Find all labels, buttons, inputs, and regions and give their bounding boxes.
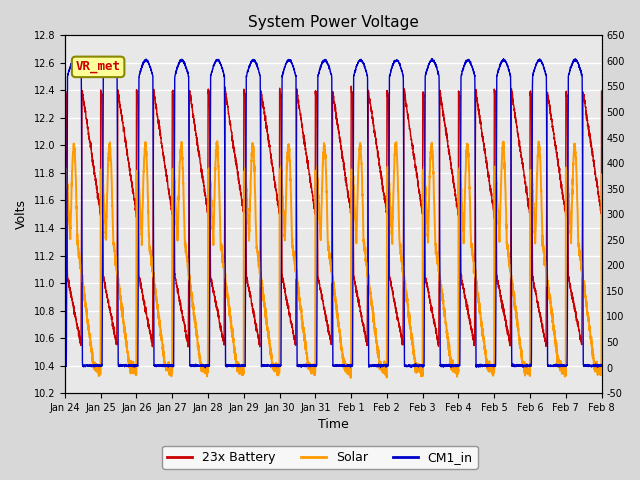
Legend: 23x Battery, Solar, CM1_in: 23x Battery, Solar, CM1_in	[163, 446, 477, 469]
Text: VR_met: VR_met	[76, 60, 120, 73]
Y-axis label: Volts: Volts	[15, 199, 28, 229]
X-axis label: Time: Time	[318, 419, 349, 432]
Title: System Power Voltage: System Power Voltage	[248, 15, 419, 30]
